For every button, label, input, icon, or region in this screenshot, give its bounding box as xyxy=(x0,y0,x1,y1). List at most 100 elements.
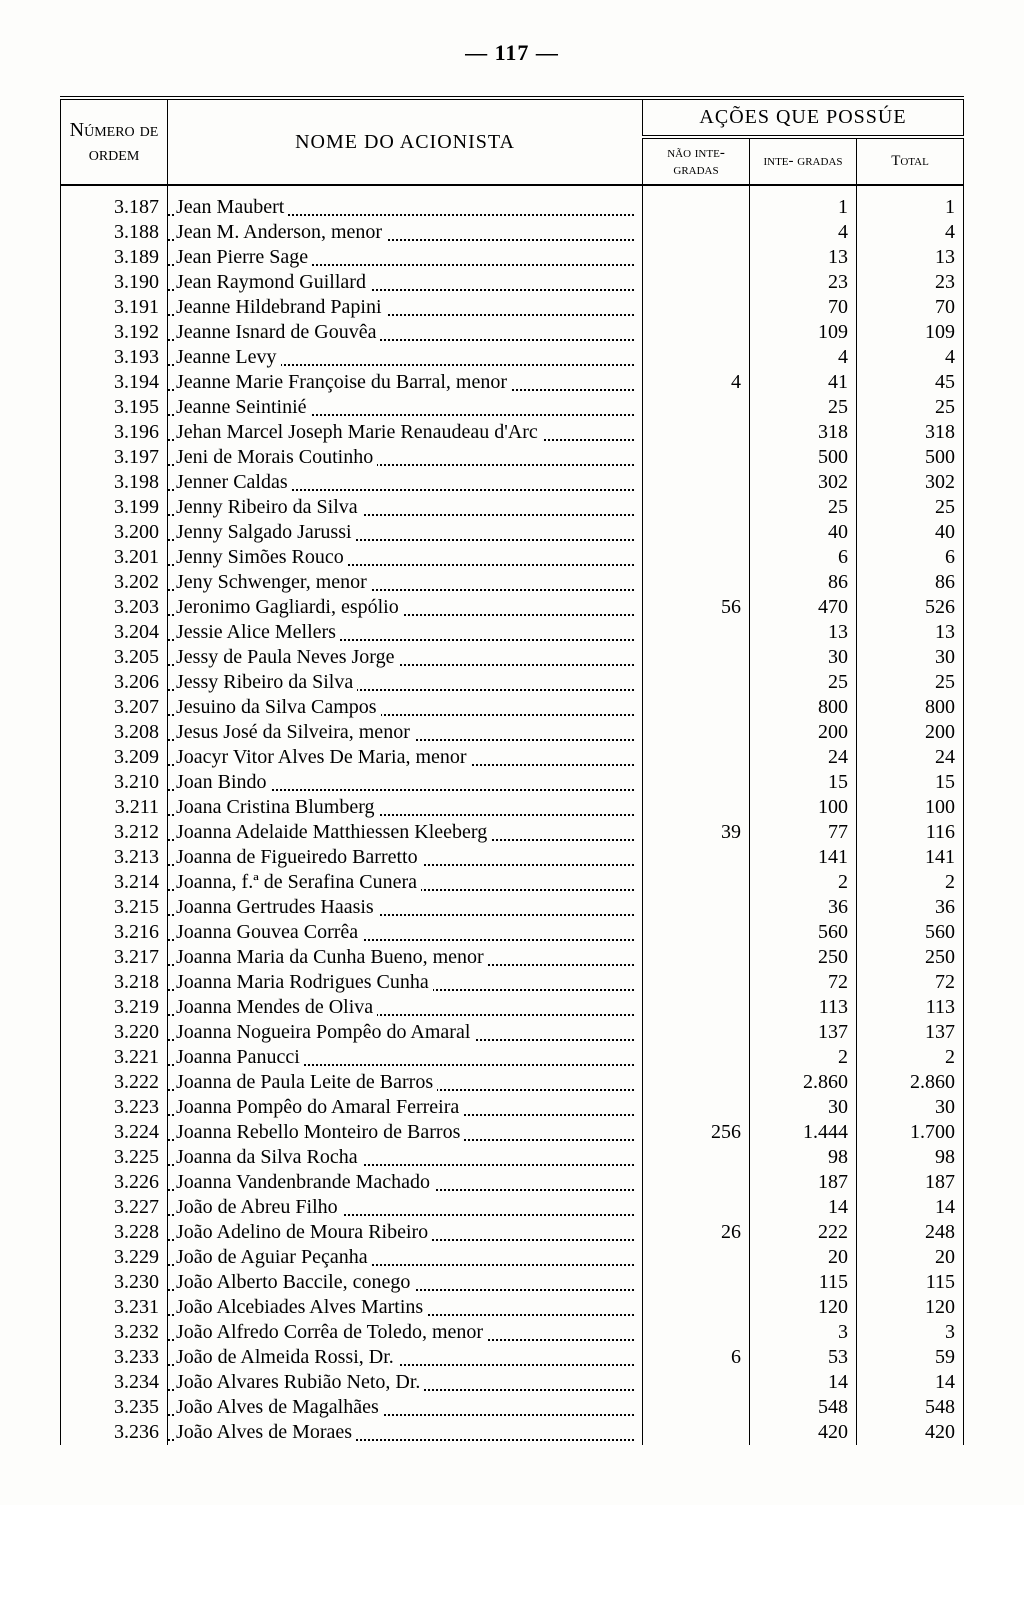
table-row: 3.221Joanna Panucci22 xyxy=(61,1045,964,1070)
cell-nao-integradas xyxy=(643,1145,750,1170)
cell-integradas: 77 xyxy=(750,820,857,845)
name-text: Jeronimo Gagliardi, espólio xyxy=(176,596,403,618)
cell-nome: João Alcebiades Alves Martins xyxy=(168,1295,643,1320)
cell-nome: João de Almeida Rossi, Dr. xyxy=(168,1345,643,1370)
table-row: 3.208Jesus José da Silveira, menor200200 xyxy=(61,720,964,745)
cell-total: 1.700 xyxy=(857,1120,964,1145)
cell-nome: Joanna Rebello Monteiro de Barros xyxy=(168,1120,643,1145)
cell-ordem: 3.228 xyxy=(61,1220,168,1245)
cell-nome: Joanna Panucci xyxy=(168,1045,643,1070)
cell-total: 2 xyxy=(857,870,964,895)
cell-ordem: 3.187 xyxy=(61,185,168,220)
table-row: 3.191Jeanne Hildebrand Papini7070 xyxy=(61,295,964,320)
table-row: 3.189Jean Pierre Sage1313 xyxy=(61,245,964,270)
cell-ordem: 3.204 xyxy=(61,620,168,645)
table-row: 3.215Joanna Gertrudes Haasis3636 xyxy=(61,895,964,920)
table-row: 3.234João Alvares Rubião Neto, Dr.1414 xyxy=(61,1370,964,1395)
cell-nao-integradas xyxy=(643,1420,750,1445)
cell-ordem: 3.210 xyxy=(61,770,168,795)
table-row: 3.230João Alberto Baccile, conego115115 xyxy=(61,1270,964,1295)
cell-integradas: 1.444 xyxy=(750,1120,857,1145)
cell-nome: Jessy Ribeiro da Silva xyxy=(168,670,643,695)
cell-ordem: 3.230 xyxy=(61,1270,168,1295)
cell-nome: João de Aguiar Peçanha xyxy=(168,1245,643,1270)
cell-ordem: 3.206 xyxy=(61,670,168,695)
name-text: João de Abreu Filho xyxy=(176,1196,342,1218)
cell-integradas: 222 xyxy=(750,1220,857,1245)
table-row: 3.195Jeanne Seintinié2525 xyxy=(61,395,964,420)
cell-nao-integradas: 56 xyxy=(643,595,750,620)
name-text: João de Almeida Rossi, Dr. xyxy=(176,1346,398,1368)
shareholders-table: Número de ordem NOME DO ACIONISTA AÇÕES … xyxy=(60,96,964,1445)
name-text: Jeny Schwenger, menor xyxy=(176,571,371,593)
cell-total: 113 xyxy=(857,995,964,1020)
cell-ordem: 3.213 xyxy=(61,845,168,870)
table-row: 3.235João Alves de Magalhães548548 xyxy=(61,1395,964,1420)
name-text: Joanna Maria da Cunha Bueno, menor xyxy=(176,946,488,968)
cell-nao-integradas xyxy=(643,945,750,970)
name-text: João Alcebiades Alves Martins xyxy=(176,1296,427,1318)
cell-total: 800 xyxy=(857,695,964,720)
col-header-total: Total xyxy=(857,137,964,185)
cell-nome: Jehan Marcel Joseph Marie Renaudeau d'Ar… xyxy=(168,420,643,445)
table-row: 3.204Jessie Alice Mellers1313 xyxy=(61,620,964,645)
cell-nao-integradas xyxy=(643,245,750,270)
cell-nao-integradas xyxy=(643,920,750,945)
table-row: 3.200Jenny Salgado Jarussi4040 xyxy=(61,520,964,545)
cell-total: 36 xyxy=(857,895,964,920)
cell-nome: Joanna de Figueiredo Barretto xyxy=(168,845,643,870)
cell-ordem: 3.217 xyxy=(61,945,168,970)
cell-nao-integradas xyxy=(643,770,750,795)
cell-nome: Jeronimo Gagliardi, espólio xyxy=(168,595,643,620)
cell-ordem: 3.211 xyxy=(61,795,168,820)
cell-nao-integradas xyxy=(643,295,750,320)
cell-nome: Jeanne Hildebrand Papini xyxy=(168,295,643,320)
cell-integradas: 25 xyxy=(750,495,857,520)
cell-integradas: 20 xyxy=(750,1245,857,1270)
cell-integradas: 25 xyxy=(750,395,857,420)
cell-nao-integradas xyxy=(643,720,750,745)
cell-total: 14 xyxy=(857,1370,964,1395)
name-text: Jean M. Anderson, menor xyxy=(176,221,386,243)
table-row: 3.211Joana Cristina Blumberg100100 xyxy=(61,795,964,820)
cell-total: 115 xyxy=(857,1270,964,1295)
cell-nome: Joanna de Paula Leite de Barros xyxy=(168,1070,643,1095)
cell-ordem: 3.189 xyxy=(61,245,168,270)
cell-nao-integradas xyxy=(643,670,750,695)
document-page: — 117 — Número de ordem NOME DO ACIONIST… xyxy=(0,0,1024,1505)
cell-total: 137 xyxy=(857,1020,964,1045)
table-row: 3.227João de Abreu Filho1414 xyxy=(61,1195,964,1220)
table-row: 3.224Joanna Rebello Monteiro de Barros25… xyxy=(61,1120,964,1145)
cell-ordem: 3.195 xyxy=(61,395,168,420)
name-text: Joanna de Paula Leite de Barros xyxy=(176,1071,437,1093)
cell-integradas: 2 xyxy=(750,870,857,895)
table-row: 3.228João Adelino de Moura Ribeiro262222… xyxy=(61,1220,964,1245)
name-text: Jesuino da Silva Campos xyxy=(176,696,381,718)
cell-integradas: 302 xyxy=(750,470,857,495)
table-row: 3.219Joanna Mendes de Oliva113113 xyxy=(61,995,964,1020)
cell-ordem: 3.221 xyxy=(61,1045,168,1070)
name-text: João Alfredo Corrêa de Toledo, menor xyxy=(176,1321,487,1343)
cell-nao-integradas xyxy=(643,620,750,645)
name-text: Jean Pierre Sage xyxy=(176,246,312,268)
cell-integradas: 548 xyxy=(750,1395,857,1420)
cell-nome: Joanna Nogueira Pompêo do Amaral xyxy=(168,1020,643,1045)
cell-nao-integradas xyxy=(643,545,750,570)
name-text: Jehan Marcel Joseph Marie Renaudeau d'Ar… xyxy=(176,421,542,443)
cell-nao-integradas xyxy=(643,1195,750,1220)
cell-integradas: 1 xyxy=(750,185,857,220)
cell-total: 23 xyxy=(857,270,964,295)
cell-total: 116 xyxy=(857,820,964,845)
cell-total: 100 xyxy=(857,795,964,820)
cell-total: 25 xyxy=(857,395,964,420)
cell-ordem: 3.224 xyxy=(61,1120,168,1145)
cell-total: 141 xyxy=(857,845,964,870)
cell-total: 59 xyxy=(857,1345,964,1370)
cell-integradas: 23 xyxy=(750,270,857,295)
name-text: Jenny Simões Rouco xyxy=(176,546,348,568)
cell-total: 560 xyxy=(857,920,964,945)
cell-nome: Jeanne Levy xyxy=(168,345,643,370)
cell-integradas: 53 xyxy=(750,1345,857,1370)
cell-ordem: 3.218 xyxy=(61,970,168,995)
cell-ordem: 3.203 xyxy=(61,595,168,620)
